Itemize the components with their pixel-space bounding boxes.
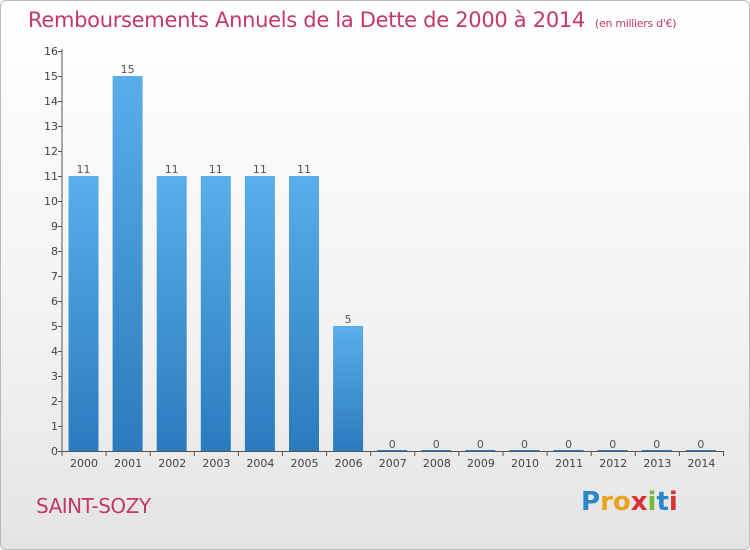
bar-2000 xyxy=(68,176,99,451)
x-tick-label: 2007 xyxy=(379,457,407,470)
bar-2004 xyxy=(244,176,275,451)
data-label-2002: 11 xyxy=(165,163,179,176)
y-tick-label: 14 xyxy=(44,95,58,108)
x-tick-label: 2003 xyxy=(202,457,230,470)
data-label-2014: 0 xyxy=(697,438,704,451)
x-axis: 2000 2001 2002 2003 2004 2005 2006 2007 2008 2009… xyxy=(61,451,724,470)
y-tick-label: 13 xyxy=(44,120,58,133)
x-tick-label: 2009 xyxy=(467,457,495,470)
data-label-2013: 0 xyxy=(653,438,660,451)
y-tick-label: 0 xyxy=(51,445,58,458)
y-tick-label: 12 xyxy=(44,145,58,158)
bar-2001 xyxy=(112,76,143,451)
city-name: SAINT-SOZY xyxy=(36,494,151,518)
y-tick-label: 7 xyxy=(51,270,58,283)
y-tick-label: 9 xyxy=(51,220,58,233)
bar-2005 xyxy=(289,176,319,451)
data-label-2010: 0 xyxy=(521,438,528,451)
logo-letter: t xyxy=(656,487,669,517)
data-label-2000: 11 xyxy=(77,163,91,176)
x-tick-label: 2008 xyxy=(423,457,451,470)
data-label-2003: 11 xyxy=(209,163,223,176)
x-tick-label: 2012 xyxy=(599,457,627,470)
x-tick-label: 2013 xyxy=(643,457,671,470)
y-tick-label: 10 xyxy=(44,195,58,208)
bar-2013 xyxy=(641,450,672,451)
logo-letter: P xyxy=(581,487,601,517)
x-tick-label: 2002 xyxy=(158,457,186,470)
y-tick-label: 6 xyxy=(51,295,58,308)
x-tick-label: 2004 xyxy=(246,457,274,470)
y-tick-label: 11 xyxy=(44,170,58,183)
x-tick-label: 2000 xyxy=(70,457,98,470)
logo-letter: i xyxy=(647,487,657,517)
y-tick-label: 2 xyxy=(51,395,58,408)
data-label-2009: 0 xyxy=(477,438,484,451)
logo-letter: i xyxy=(668,487,678,517)
logo-letter: o xyxy=(612,487,631,517)
logo-letter: x xyxy=(630,487,648,517)
data-label-2011: 0 xyxy=(565,438,572,451)
y-tick-label: 1 xyxy=(51,420,58,433)
bar-2007 xyxy=(377,450,408,451)
bar-2010 xyxy=(509,450,540,451)
chart-title: Remboursements Annuels de la Dette de 20… xyxy=(28,8,677,32)
x-tick-label: 2014 xyxy=(687,457,715,470)
data-label-2004: 11 xyxy=(253,163,267,176)
x-tick-label: 2001 xyxy=(114,457,142,470)
bar-2009 xyxy=(465,450,496,451)
bar-2006 xyxy=(333,326,364,451)
x-tick-label: 2005 xyxy=(291,457,319,470)
x-tick-label: 2011 xyxy=(555,457,583,470)
proxiti-logo: Proxiti xyxy=(581,487,678,517)
bars: 11 15 11 11 11 11 5 0 0 0 0 0 0 0 0 xyxy=(68,63,716,451)
data-label-2006: 5 xyxy=(345,313,352,326)
data-label-2001: 15 xyxy=(121,63,135,76)
bar-2008 xyxy=(421,450,452,451)
chart-unit: (en milliers d'€) xyxy=(595,17,677,30)
bar-2002 xyxy=(156,176,187,451)
logo-letter: r xyxy=(600,487,613,517)
x-tick-label: 2006 xyxy=(335,457,363,470)
bar-2011 xyxy=(553,450,584,451)
bar-2014 xyxy=(685,450,716,451)
bar-2012 xyxy=(597,450,628,451)
y-tick-label: 8 xyxy=(51,245,58,258)
x-tick-label: 2010 xyxy=(511,457,539,470)
y-tick-label: 4 xyxy=(51,345,58,358)
y-tick-label: 5 xyxy=(51,320,58,333)
data-label-2005: 11 xyxy=(297,163,311,176)
y-tick-label: 3 xyxy=(51,370,58,383)
data-label-2007: 0 xyxy=(389,438,396,451)
data-label-2008: 0 xyxy=(433,438,440,451)
y-tick-label: 16 xyxy=(44,45,58,58)
y-tick-label: 15 xyxy=(44,70,58,83)
data-label-2012: 0 xyxy=(609,438,616,451)
bar-2003 xyxy=(200,176,231,451)
